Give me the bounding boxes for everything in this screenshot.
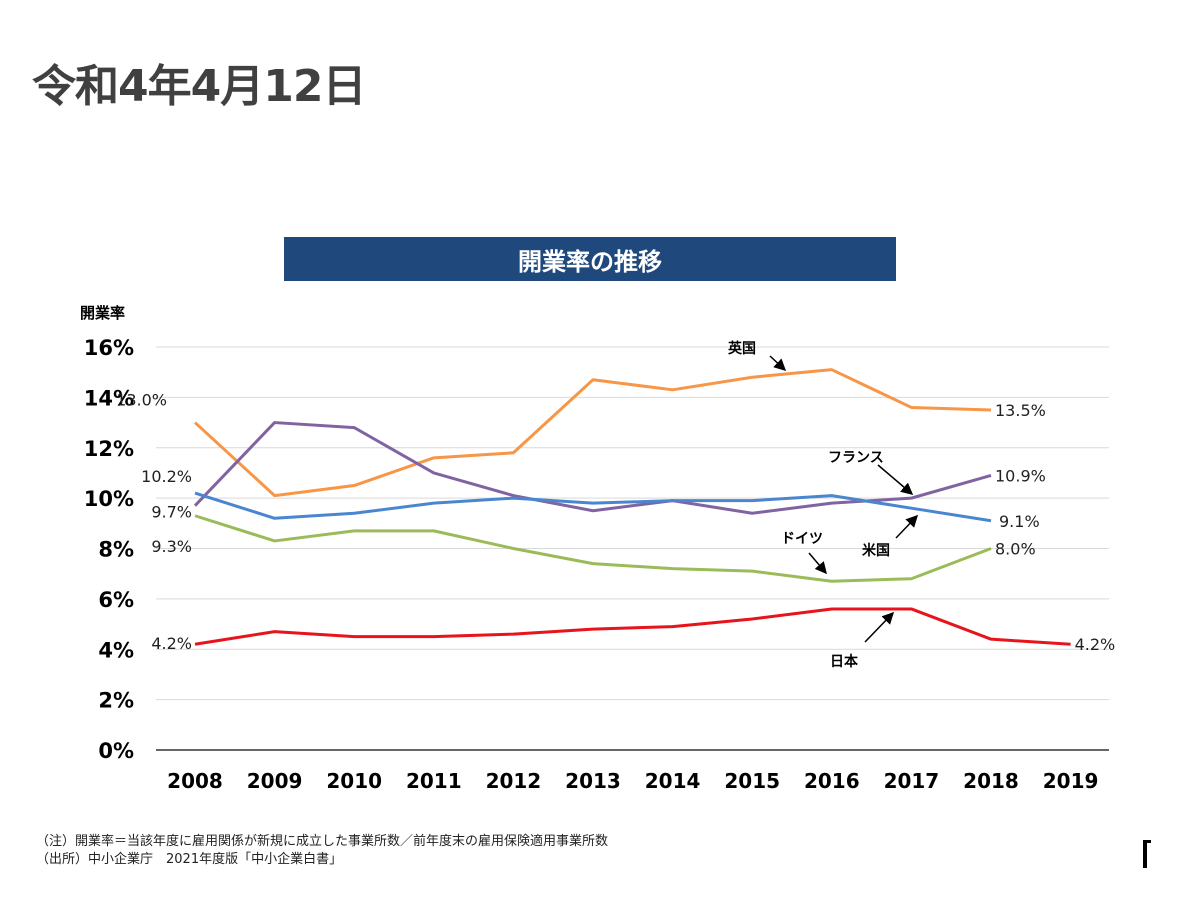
end-value-label: 10.9% [995, 466, 1046, 485]
bracket-glyph [1143, 840, 1151, 868]
y-tick-label: 10% [84, 487, 134, 511]
series-name-label: 米国 [862, 542, 890, 559]
x-tick-label: 2013 [565, 769, 621, 793]
series-name-label: 日本 [830, 653, 859, 670]
x-tick-label: 2008 [167, 769, 223, 793]
x-tick-label: 2016 [804, 769, 860, 793]
x-tick-label: 2010 [326, 769, 382, 793]
series-lines [193, 368, 1071, 646]
y-tick-label: 2% [98, 689, 134, 713]
y-tick-label: 14% [84, 386, 134, 410]
y-tick-label: 16% [84, 336, 134, 360]
end-value-label: 9.1% [999, 512, 1040, 531]
x-tick-label: 2012 [486, 769, 542, 793]
start-value-label: 10.2% [141, 467, 192, 486]
series-line-4 [194, 607, 1071, 646]
series-name-label: フランス [828, 450, 884, 466]
x-tick-label: 2015 [724, 769, 780, 793]
gridlines [156, 346, 1109, 751]
x-tick-label: 2019 [1043, 769, 1099, 793]
start-value-label: 9.7% [151, 503, 192, 522]
series-line-3 [194, 514, 992, 583]
start-value-label: 9.3% [151, 537, 192, 556]
x-tick-label: 2014 [645, 769, 701, 793]
data-labels: 13.0% 13.5% 9.7% 10.9% 10.2% 9.1% 9.3% 8.0% 4.2%… [116, 391, 1115, 655]
y-tick-label: 8% [98, 538, 134, 562]
annotation-arrow [864, 611, 895, 643]
note-source: （出所）中小企業庁 2021年度版「中小企業白書」 [36, 852, 343, 867]
series-name-label: 英国 [727, 340, 756, 357]
chart-title: 開業率の推移 [284, 237, 896, 281]
series-line-1 [193, 421, 992, 515]
y-axis-ticks: 0% 2% 4% 6% 8% 10% 12% 14% 16% [84, 336, 134, 763]
x-tick-label: 2011 [406, 769, 462, 793]
end-value-label: 8.0% [995, 540, 1036, 559]
series-name-label: ドイツ [781, 531, 823, 547]
start-value-label: 4.2% [151, 634, 192, 653]
x-tick-label: 2009 [247, 769, 303, 793]
x-tick-label: 2017 [884, 769, 940, 793]
annotation-arrow [769, 355, 787, 372]
y-tick-label: 12% [84, 437, 134, 461]
footnotes: （注）開業率＝当該年度に雇用関係が新規に成立した事業所数／前年度末の雇用保険適用… [36, 833, 608, 869]
annotation-arrow [895, 514, 919, 539]
y-axis-label: 開業率 [80, 304, 125, 322]
x-axis-ticks: 2008 2009 2010 2011 2012 2013 2014 2015 2016 2017… [167, 769, 1098, 793]
annotation-arrow [808, 552, 827, 575]
series-line-2 [194, 491, 992, 523]
date-title: 令和4年4月12日 [32, 61, 366, 112]
annotation-arrow [877, 464, 914, 495]
y-tick-label: 0% [98, 739, 134, 763]
end-value-label: 4.2% [1075, 635, 1116, 654]
y-tick-label: 6% [98, 588, 134, 612]
note-definition: （注）開業率＝当該年度に雇用関係が新規に成立した事業所数／前年度末の雇用保険適用… [36, 834, 609, 849]
start-value-label: 13.0% [116, 391, 167, 410]
x-tick-label: 2018 [963, 769, 1019, 793]
end-value-label: 13.5% [995, 401, 1046, 420]
y-tick-label: 4% [98, 638, 134, 662]
series-line-0 [193, 368, 992, 498]
